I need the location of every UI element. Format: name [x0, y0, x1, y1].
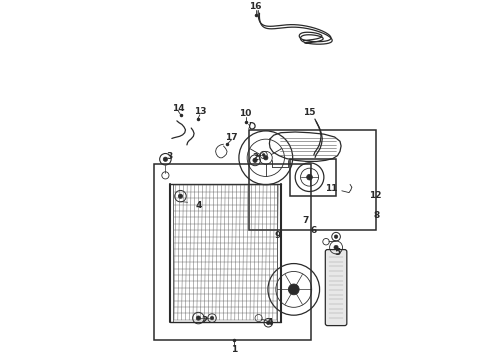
Circle shape — [178, 194, 183, 198]
Text: 17: 17 — [225, 132, 238, 141]
Text: 12: 12 — [368, 190, 381, 199]
Text: 9: 9 — [274, 231, 280, 240]
Circle shape — [253, 158, 257, 162]
Text: 5: 5 — [334, 248, 341, 257]
Text: 11: 11 — [325, 184, 338, 193]
Circle shape — [264, 156, 268, 160]
Circle shape — [334, 235, 338, 238]
Text: 2: 2 — [253, 153, 259, 162]
Text: 4: 4 — [267, 318, 273, 327]
Bar — [248, 130, 376, 230]
Circle shape — [334, 245, 338, 249]
Circle shape — [163, 157, 168, 161]
FancyBboxPatch shape — [325, 249, 347, 325]
Text: 15: 15 — [302, 108, 315, 117]
Text: 16: 16 — [249, 2, 262, 11]
Circle shape — [267, 321, 270, 324]
Circle shape — [196, 316, 200, 320]
Text: 14: 14 — [172, 104, 185, 113]
Circle shape — [210, 316, 214, 320]
Bar — [153, 164, 311, 339]
Circle shape — [289, 284, 299, 295]
Text: 10: 10 — [240, 109, 252, 118]
Text: 8: 8 — [374, 211, 380, 220]
Text: 3: 3 — [167, 152, 173, 161]
Text: 7: 7 — [302, 216, 308, 225]
Text: 1: 1 — [231, 345, 237, 354]
Circle shape — [307, 174, 313, 180]
Text: 2: 2 — [202, 316, 208, 325]
Bar — [290, 158, 337, 196]
Text: 4: 4 — [196, 201, 202, 210]
Text: 13: 13 — [194, 107, 206, 116]
Circle shape — [262, 153, 265, 156]
Text: 6: 6 — [311, 226, 317, 235]
